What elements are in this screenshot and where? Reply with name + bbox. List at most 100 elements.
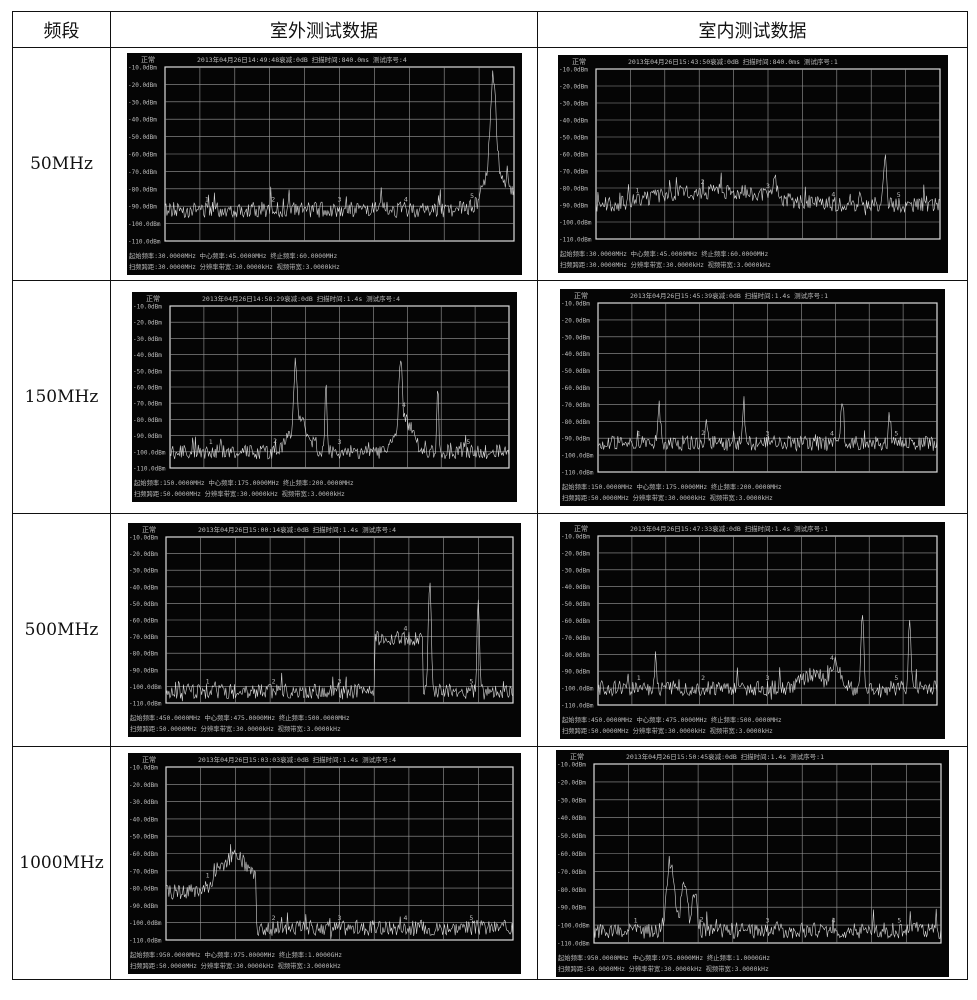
status-text: 正常	[142, 525, 156, 534]
spectrum-trace	[164, 70, 514, 219]
y-axis-label: -10.0dBm	[559, 67, 588, 74]
frequency-params: 起始频率:450.0000MHz 中心频率:475.0000MHz 终止频率:5…	[562, 715, 782, 724]
y-axis-label: -50.0dBm	[559, 135, 588, 142]
y-axis-label: -30.0dBm	[129, 568, 158, 575]
status-text: 正常	[146, 294, 160, 303]
y-axis-label: -50.0dBm	[133, 368, 162, 375]
y-axis-label: -110.0dBm	[557, 940, 590, 947]
y-axis-label: -20.0dBm	[561, 550, 590, 557]
y-axis-label: -100.0dBm	[559, 220, 592, 227]
y-axis-label: -20.0dBm	[557, 779, 586, 786]
y-axis-label: -80.0dBm	[133, 417, 162, 424]
y-axis-label: -40.0dBm	[128, 117, 157, 124]
bandwidth-params: 扫频跨距:30.0000MHz 分辨率带宽:30.0000kHz 视频带宽:3.…	[560, 260, 771, 269]
table-row: 1000MHz 正常 2013年04月26日15:03:03衰减:0dB 扫描时间…	[12, 746, 968, 980]
y-axis-label: -70.0dBm	[129, 634, 158, 641]
y-axis-label: -100.0dBm	[561, 452, 594, 459]
spectrum-trace	[593, 855, 942, 939]
outdoor-cell: 正常 2013年04月26日14:49:48衰减:0dB 扫描时间:840.0ms…	[110, 47, 538, 281]
y-axis-label: -90.0dBm	[129, 902, 158, 909]
marker-label: 5	[466, 438, 470, 446]
y-axis-label: -90.0dBm	[557, 904, 586, 911]
marker-label: 5	[470, 192, 474, 200]
y-axis-label: -20.0dBm	[559, 84, 588, 91]
y-axis-label: -10.0dBm	[557, 761, 586, 768]
bandwidth-params: 扫频跨距:50.0000MHz 分辨率带宽:30.0000kHz 视频带宽:3.…	[562, 726, 773, 735]
y-axis-label: -100.0dBm	[129, 684, 162, 691]
y-axis-label: -80.0dBm	[557, 886, 586, 893]
scan-info: 2013年04月26日15:03:03衰减:0dB 扫描时间:1.4s 测试序号…	[198, 755, 396, 764]
spectrum-trace	[597, 614, 938, 700]
marker-label: 3	[337, 438, 341, 446]
bandwidth-params: 扫频跨距:30.0000MHz 分辨率带宽:30.0000kHz 视频带宽:3.…	[129, 262, 340, 271]
marker-label: 5	[897, 916, 901, 924]
spectrum-screenshot: 正常 2013年04月26日15:50:45衰减:0dB 扫描时间:1.4s 测试…	[556, 749, 949, 977]
y-axis-label: -60.0dBm	[129, 851, 158, 858]
marker-label: 2	[700, 915, 704, 923]
marker-label: 1	[204, 196, 208, 204]
y-axis-label: -110.0dBm	[128, 239, 161, 246]
scan-info: 2013年04月26日15:47:33衰减:0dB 扫描时间:1.4s 测试序号…	[630, 524, 828, 533]
y-axis-label: -50.0dBm	[557, 833, 586, 840]
y-axis-label: -70.0dBm	[559, 169, 588, 176]
y-axis-label: -100.0dBm	[129, 920, 162, 927]
header-outdoor: 室外测试数据	[110, 11, 538, 48]
marker-label: 5	[894, 429, 898, 437]
spectrum-trace	[165, 582, 513, 702]
y-axis-label: -20.0dBm	[129, 551, 158, 558]
y-axis-label: -50.0dBm	[128, 134, 157, 141]
spectrum-screenshot: 正常 2013年04月26日14:58:29衰减:0dB 扫描时间:1.4s 测试…	[131, 292, 517, 502]
y-axis-label: -60.0dBm	[129, 618, 158, 625]
status-text: 正常	[572, 57, 586, 66]
spectrum-screenshot: 正常 2013年04月26日15:47:33衰减:0dB 扫描时间:1.4s 测试…	[560, 521, 945, 739]
y-axis-label: -80.0dBm	[561, 651, 590, 658]
scan-info: 2013年04月26日15:00:14衰减:0dB 扫描时间:1.4s 测试序号…	[198, 525, 396, 534]
y-axis-label: -70.0dBm	[557, 868, 586, 875]
marker-label: 3	[337, 913, 341, 921]
status-text: 正常	[574, 291, 588, 300]
y-axis-label: -50.0dBm	[129, 833, 158, 840]
marker-label: 5	[894, 674, 898, 682]
band-label: 150MHz	[12, 280, 111, 514]
bandwidth-params: 扫频跨距:50.0000MHz 分辨率带宽:30.0000kHz 视频带宽:3.…	[130, 961, 341, 970]
y-axis-label: -70.0dBm	[129, 868, 158, 875]
marker-label: 4	[401, 401, 405, 409]
marker-label: 1	[635, 187, 639, 195]
marker-label: 2	[701, 674, 705, 682]
frequency-params: 起始频率:150.0000MHz 中心频率:175.0000MHz 终止频率:2…	[562, 482, 782, 491]
measurement-table: 频段 室外测试数据 室内测试数据 50MHz 正常 2013年04月26日14:4…	[12, 11, 968, 980]
bandwidth-params: 扫频跨距:50.0000MHz 分辨率带宽:30.0000kHz 视频带宽:3.…	[558, 964, 769, 973]
outdoor-cell: 正常 2013年04月26日15:00:14衰减:0dB 扫描时间:1.4s 测试…	[110, 513, 538, 747]
y-axis-label: -70.0dBm	[128, 169, 157, 176]
y-axis-label: -10.0dBm	[561, 533, 590, 540]
marker-label: 4	[830, 654, 834, 662]
table-row: 150MHz 正常 2013年04月26日14:58:29衰减:0dB 扫描时间:…	[12, 280, 968, 514]
y-axis-label: -90.0dBm	[128, 204, 157, 211]
scan-info: 2013年04月26日14:58:29衰减:0dB 扫描时间:1.4s 测试序号…	[202, 294, 400, 303]
y-axis-label: -10.0dBm	[561, 300, 590, 307]
status-text: 正常	[142, 755, 156, 764]
marker-label: 4	[831, 916, 835, 924]
outdoor-cell: 正常 2013年04月26日14:58:29衰减:0dB 扫描时间:1.4s 测试…	[110, 280, 538, 514]
indoor-cell: 正常 2013年04月26日15:43:50衰减:0dB 扫描时间:840.0ms…	[537, 47, 968, 281]
y-axis-label: -100.0dBm	[561, 685, 594, 692]
header-band: 频段	[12, 11, 111, 48]
y-axis-label: -60.0dBm	[561, 618, 590, 625]
y-axis-label: -110.0dBm	[129, 937, 162, 944]
y-axis-label: -110.0dBm	[129, 701, 162, 708]
y-axis-label: -90.0dBm	[133, 433, 162, 440]
marker-label: 2	[273, 437, 277, 445]
marker-label: 5	[469, 677, 473, 685]
y-axis-label: -40.0dBm	[559, 118, 588, 125]
y-axis-label: -50.0dBm	[561, 601, 590, 608]
y-axis-label: -60.0dBm	[557, 851, 586, 858]
y-axis-label: -10.0dBm	[129, 535, 158, 542]
bandwidth-params: 扫频跨距:50.0000MHz 分辨率带宽:30.0000kHz 视频带宽:3.…	[130, 724, 341, 733]
table-row: 500MHz 正常 2013年04月26日15:00:14衰减:0dB 扫描时间:…	[12, 513, 968, 747]
marker-label: 2	[271, 913, 275, 921]
indoor-cell: 正常 2013年04月26日15:45:39衰减:0dB 扫描时间:1.4s 测试…	[537, 280, 968, 514]
frequency-params: 起始频率:150.0000MHz 中心频率:175.0000MHz 终止频率:2…	[134, 478, 354, 487]
y-axis-label: -100.0dBm	[557, 922, 590, 929]
y-axis-label: -30.0dBm	[557, 797, 586, 804]
y-axis-label: -60.0dBm	[133, 385, 162, 392]
